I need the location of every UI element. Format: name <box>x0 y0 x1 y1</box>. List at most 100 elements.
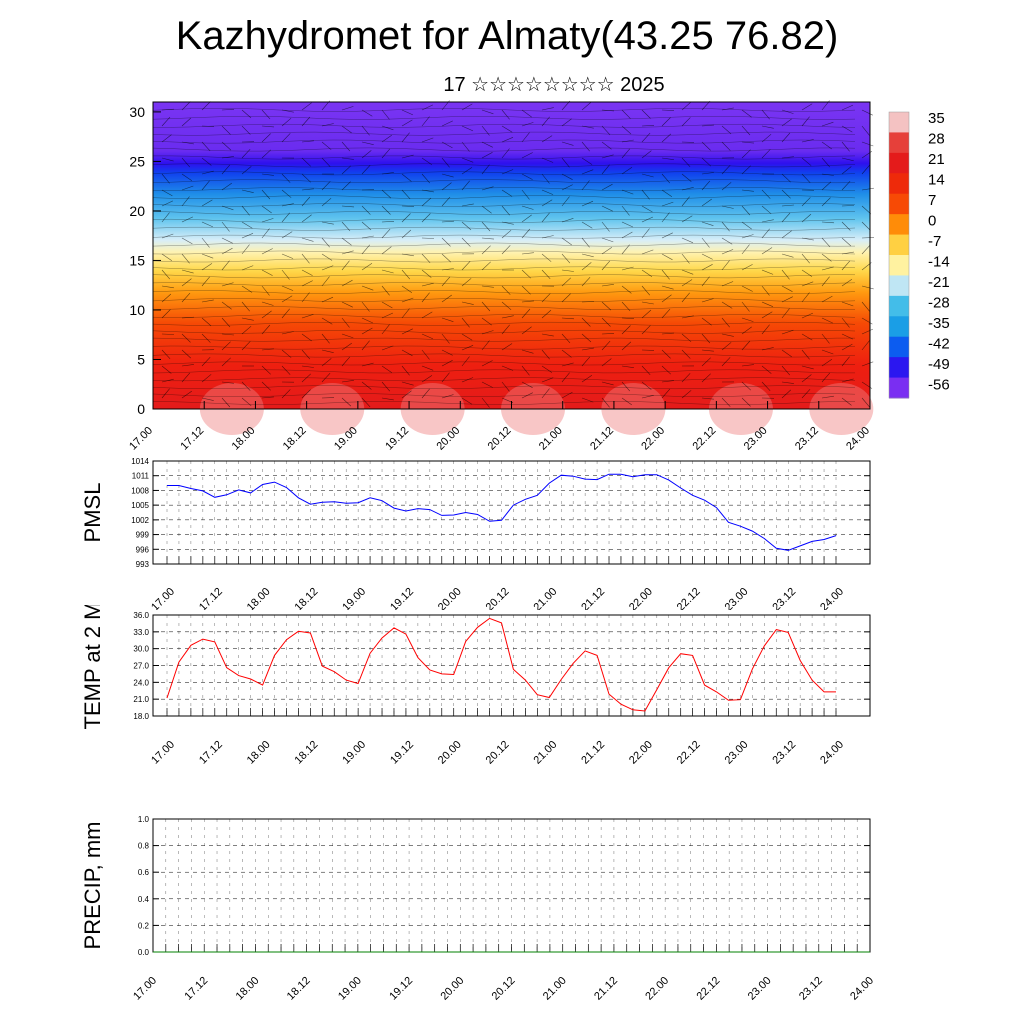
y-tick-label: 1008 <box>131 486 149 495</box>
x-tick-label: 20.12 <box>484 739 512 765</box>
x-tick-label: 21.00 <box>541 975 569 1003</box>
x-tick-label: 22.12 <box>695 975 723 1003</box>
y-axis-label: PRECIP, mm <box>80 822 105 950</box>
colorbar-swatch <box>889 378 909 399</box>
x-tick-label: 23.12 <box>793 425 821 453</box>
y-tick-label: 20 <box>129 203 145 219</box>
x-tick-label: 19.00 <box>340 739 368 765</box>
x-tick-label: 18.12 <box>281 425 309 453</box>
y-tick-label: 993 <box>136 560 150 569</box>
x-tick-label: 17.12 <box>178 425 206 453</box>
y-tick-label: 996 <box>136 545 150 554</box>
colorbar-swatch <box>889 112 909 133</box>
colorbar-label: 21 <box>928 151 945 168</box>
colorbar-label: -35 <box>928 315 950 332</box>
y-tick-label: 1005 <box>131 501 149 510</box>
x-tick-label: 19.12 <box>383 425 411 453</box>
x-tick-label: 19.12 <box>388 739 416 765</box>
colorbar-swatch <box>889 153 909 174</box>
x-tick-label: 23.12 <box>770 739 798 765</box>
x-tick-label: 20.12 <box>490 975 518 1003</box>
x-tick-label: 18.00 <box>245 739 273 765</box>
x-tick-label: 20.12 <box>486 425 514 453</box>
colorbar-label: 0 <box>928 213 936 230</box>
y-axis-label: TEMP at 2 M <box>80 605 105 729</box>
x-tick-label: 17.00 <box>149 739 177 765</box>
colorbar-swatch <box>889 194 909 215</box>
x-tick-label: 20.00 <box>438 975 466 1003</box>
y-tick-label: 0.8 <box>138 842 150 851</box>
colorbar-swatch <box>889 357 909 378</box>
x-tick-label: 24.00 <box>818 739 846 765</box>
colorbar-swatch <box>889 132 909 153</box>
colorbar-swatch <box>889 316 909 337</box>
x-tick-label: 17.12 <box>197 739 225 765</box>
colorbar-label: 28 <box>928 131 945 148</box>
y-tick-label: 33.0 <box>133 628 149 637</box>
colorbar-label: -42 <box>928 336 950 353</box>
y-tick-label: 5 <box>137 351 145 367</box>
y-tick-label: 1002 <box>131 516 149 525</box>
y-tick-label: 10 <box>129 302 145 318</box>
chart-title: Kazhydromet for Almaty(43.25 76.82) <box>0 14 1014 59</box>
y-tick-label: 1.0 <box>138 815 150 824</box>
y-tick-label: 30 <box>129 104 145 120</box>
y-tick-label: 0 <box>137 401 145 417</box>
colorbar-swatch <box>889 255 909 276</box>
x-tick-label: 22.00 <box>627 739 655 765</box>
x-tick-label: 22.12 <box>675 739 703 765</box>
colorbar-label: 35 <box>928 110 945 127</box>
colorbar-label: -21 <box>928 274 950 291</box>
colorbar-label: -7 <box>928 233 941 250</box>
x-tick-label: 23.00 <box>746 975 774 1003</box>
y-tick-label: 21.0 <box>133 695 149 704</box>
colorbar-label: -49 <box>928 356 950 373</box>
x-tick-label: 21.12 <box>592 975 620 1003</box>
x-tick-label: 21.12 <box>588 425 616 453</box>
colorbar-swatch <box>889 214 909 235</box>
x-tick-label: 23.00 <box>723 739 751 765</box>
y-tick-label: 15 <box>129 252 145 268</box>
y-tick-label: 30.0 <box>133 645 149 654</box>
y-tick-label: 1011 <box>132 472 150 481</box>
colorbar-label: -28 <box>928 295 950 312</box>
colorbar-swatch <box>889 337 909 358</box>
x-tick-label: 23.12 <box>797 975 825 1003</box>
y-tick-label: 0.2 <box>138 921 150 930</box>
precip-chart: 0.0 0.2 0.4 0.6 0.8 1.0 17.00 17.12 18.00 18.12 19… <box>0 805 1024 1025</box>
y-tick-label: 36.0 <box>133 611 149 620</box>
plot-frame <box>153 461 870 564</box>
x-tick-label: 22.12 <box>691 425 719 453</box>
y-tick-label: 999 <box>136 531 150 540</box>
x-tick-label: 22.00 <box>643 975 671 1003</box>
y-tick-label: 0.0 <box>138 948 150 957</box>
colorbar-label: 7 <box>928 192 936 209</box>
y-tick-label: 27.0 <box>133 662 149 671</box>
y-tick-label: 24.0 <box>133 678 149 687</box>
x-tick-label: 20.00 <box>436 739 464 765</box>
x-tick-label: 17.00 <box>127 425 155 453</box>
y-tick-label: 0.6 <box>138 868 150 877</box>
y-axis-label: PMSL <box>80 483 105 543</box>
x-tick-label: 19.12 <box>387 975 415 1003</box>
x-tick-label: 24.00 <box>848 975 876 1003</box>
x-tick-label: 18.12 <box>285 975 313 1003</box>
x-tick-label: 17.12 <box>182 975 210 1003</box>
x-tick-label: 21.12 <box>579 739 607 765</box>
x-tick-label: 18.12 <box>293 739 321 765</box>
colorbar-label: 14 <box>928 172 945 189</box>
colorbar-swatch <box>889 235 909 256</box>
x-tick-label: 18.00 <box>234 975 262 1003</box>
colorbar-label: -14 <box>928 254 950 271</box>
x-tick-label: 17.00 <box>131 975 159 1003</box>
y-tick-label: 25 <box>129 153 145 169</box>
y-tick-label: 0.4 <box>138 895 150 904</box>
y-tick-label: 18.0 <box>133 712 149 721</box>
x-tick-label: 21.00 <box>531 739 559 765</box>
temp-2m-chart: 18.0 21.0 24.0 27.0 30.0 33.0 36.0 17.00 17.12 18… <box>0 605 1024 765</box>
colorbar-swatch <box>889 275 909 296</box>
y-tick-label: 1014 <box>131 457 149 466</box>
colorbar-swatch <box>889 296 909 317</box>
